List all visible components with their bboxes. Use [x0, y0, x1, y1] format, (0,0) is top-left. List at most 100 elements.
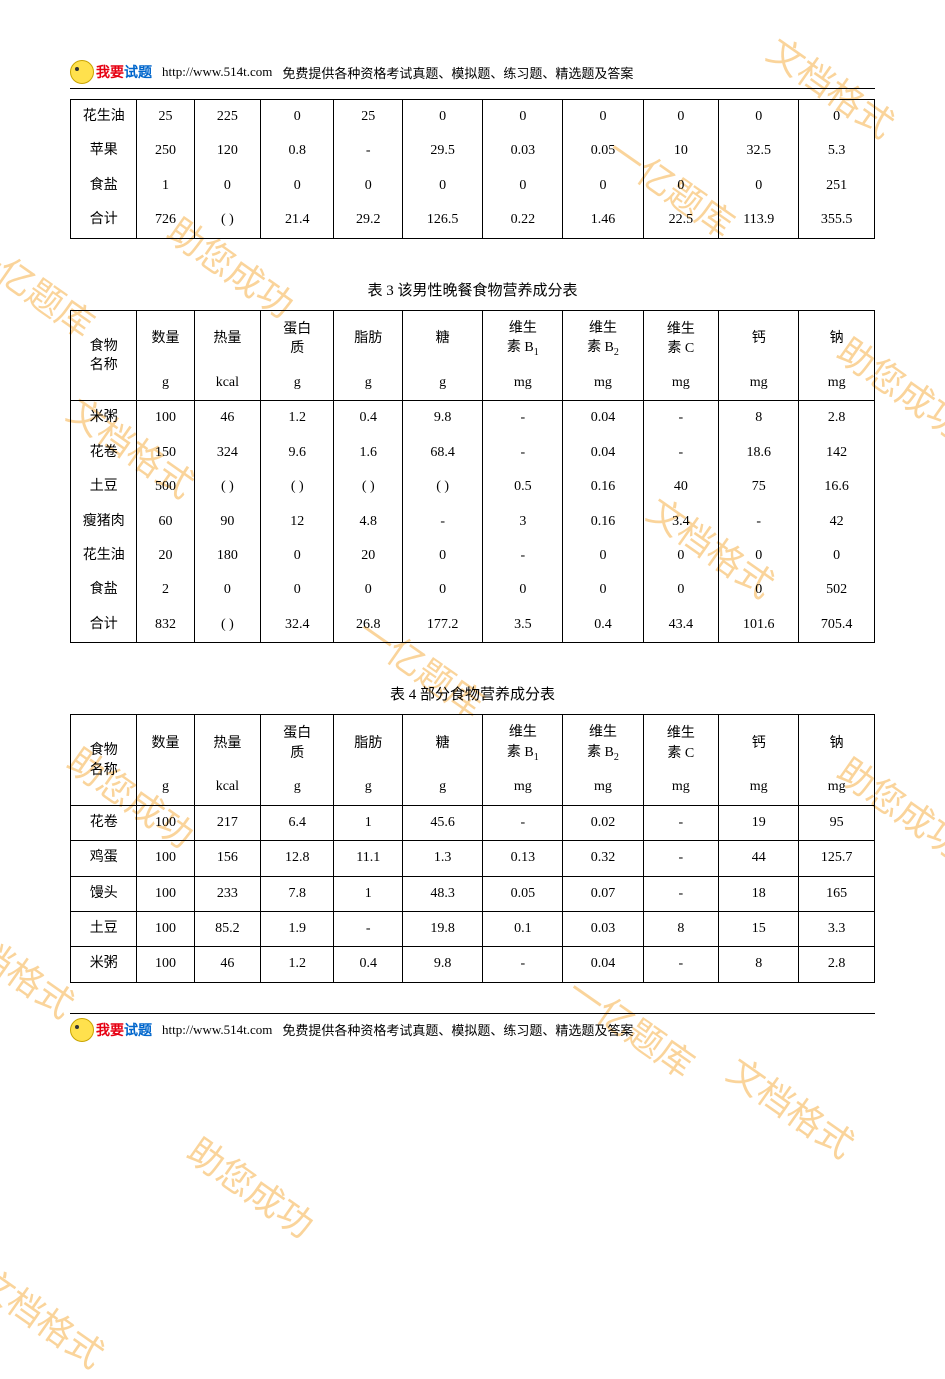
table-cell: ( ) [261, 470, 334, 504]
table-unit-cell: g [261, 770, 334, 805]
header-tagline: 免费提供各种资格考试真题、模拟题、练习题、精选题及答案 [282, 63, 633, 82]
table-unit-cell: g [334, 770, 403, 805]
table-cell: 0 [403, 100, 483, 135]
table-cell: - [643, 947, 719, 982]
table-header-cell: 食物名称 [71, 310, 137, 401]
table1: 花生油25225025000000苹果2501200.8-29.50.030.0… [70, 99, 875, 239]
table-cell: 0 [261, 573, 334, 607]
table-cell: 46 [194, 947, 260, 982]
table-cell: 0 [799, 100, 875, 135]
table-header-cell: 食物名称 [71, 715, 137, 806]
table-cell: 3.3 [799, 912, 875, 947]
table-cell: 合计 [71, 608, 137, 643]
table-cell: 0.04 [563, 436, 643, 470]
table-cell: 8 [719, 401, 799, 436]
table-cell: 150 [137, 436, 194, 470]
table-cell: 4.8 [334, 505, 403, 539]
table-cell: 0 [643, 539, 719, 573]
table-cell: - [334, 912, 403, 947]
table-cell: 鸡蛋 [71, 841, 137, 876]
table-unit-cell: mg [483, 770, 563, 805]
table-cell: 48.3 [403, 876, 483, 911]
table-cell: 12.8 [261, 841, 334, 876]
table-header-cell: 热量 [194, 310, 260, 366]
table-cell: 1.3 [403, 841, 483, 876]
table-cell: 合计 [71, 203, 137, 238]
table-cell: - [403, 505, 483, 539]
table-cell: 苹果 [71, 134, 137, 168]
table-row: 米粥100461.20.49.8-0.04-82.8 [71, 947, 875, 982]
table-cell: 食盐 [71, 169, 137, 203]
table-unit-cell: g [137, 770, 194, 805]
table-cell: 120 [194, 134, 260, 168]
table-cell: 5.3 [799, 134, 875, 168]
table-cell: 0.4 [334, 401, 403, 436]
table-cell: 土豆 [71, 912, 137, 947]
table-cell: 0 [483, 100, 563, 135]
table-header-cell: 蛋白质 [261, 715, 334, 771]
table-row: 鸡蛋10015612.811.11.30.130.32-44125.7 [71, 841, 875, 876]
table-unit-row: gkcalgggmgmgmgmgmg [71, 366, 875, 401]
table-cell: 3.4 [643, 505, 719, 539]
table-header-cell: 脂肪 [334, 715, 403, 771]
table-cell: 0.16 [563, 505, 643, 539]
table-cell: 0.04 [563, 947, 643, 982]
table-cell: 165 [799, 876, 875, 911]
table-cell: ( ) [194, 203, 260, 238]
table-cell: 花生油 [71, 100, 137, 135]
table-header-cell: 维生素 C [643, 715, 719, 771]
table-cell: 馒头 [71, 876, 137, 911]
table-cell: 90 [194, 505, 260, 539]
table-cell: 125.7 [799, 841, 875, 876]
table-header-cell: 脂肪 [334, 310, 403, 366]
table-cell: ( ) [403, 470, 483, 504]
table-cell: 19 [719, 805, 799, 840]
table-cell: - [483, 805, 563, 840]
table-unit-cell: mg [799, 366, 875, 401]
table-cell: 16.6 [799, 470, 875, 504]
table-cell: 233 [194, 876, 260, 911]
table-cell: 113.9 [719, 203, 799, 238]
table-header-cell: 维生素 C [643, 310, 719, 366]
table-header-cell: 糖 [403, 715, 483, 771]
table-cell: 126.5 [403, 203, 483, 238]
table-cell: 0 [483, 573, 563, 607]
table-cell: 1.2 [261, 401, 334, 436]
table-cell: 3.5 [483, 608, 563, 643]
table-cell: - [719, 505, 799, 539]
table-cell: 米粥 [71, 947, 137, 982]
header-url: http://www.514t.com [162, 64, 272, 80]
table-cell: 43.4 [643, 608, 719, 643]
table-cell: 26.8 [334, 608, 403, 643]
table-cell: 1 [334, 876, 403, 911]
table-cell: 花卷 [71, 805, 137, 840]
table-cell: - [483, 401, 563, 436]
table-row: 食盐100000000251 [71, 169, 875, 203]
table-cell: 101.6 [719, 608, 799, 643]
table3-caption: 表 3 该男性晚餐食物营养成分表 [70, 279, 875, 300]
footer-tagline: 免费提供各种资格考试真题、模拟题、练习题、精选题及答案 [282, 1020, 633, 1039]
table-cell: 32.5 [719, 134, 799, 168]
table-cell: 9.6 [261, 436, 334, 470]
table-row: 花卷1503249.61.668.4-0.04-18.6142 [71, 436, 875, 470]
table-cell: 1.9 [261, 912, 334, 947]
table-cell: 0.32 [563, 841, 643, 876]
table-cell: 100 [137, 876, 194, 911]
table-cell: 0.03 [483, 134, 563, 168]
table-cell: 180 [194, 539, 260, 573]
logo-icon [70, 60, 94, 84]
table-unit-cell: mg [643, 366, 719, 401]
table-cell: 2 [137, 573, 194, 607]
table-unit-cell: mg [483, 366, 563, 401]
table-cell: 11.1 [334, 841, 403, 876]
table-cell: 22.5 [643, 203, 719, 238]
table-cell: 0 [563, 573, 643, 607]
table-cell: 0 [563, 100, 643, 135]
table4-caption: 表 4 部分食物营养成分表 [70, 683, 875, 704]
table-cell: 1 [137, 169, 194, 203]
table-unit-cell: g [334, 366, 403, 401]
table-cell: 29.2 [334, 203, 403, 238]
page-header: 我要试题 http://www.514t.com 免费提供各种资格考试真题、模拟… [70, 60, 875, 89]
table-cell: 3 [483, 505, 563, 539]
table-cell: 40 [643, 470, 719, 504]
